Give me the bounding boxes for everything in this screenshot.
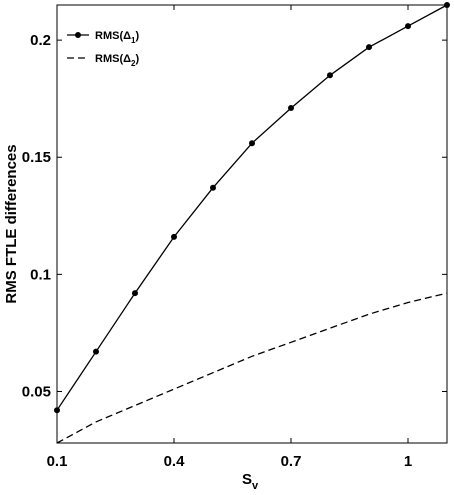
data-point (54, 407, 60, 414)
plot-frame (56, 4, 448, 444)
y-tick-label: 0.1 (30, 266, 51, 283)
series-line-2 (56, 292, 448, 444)
y-tick-label: 0.15 (22, 149, 51, 166)
x-tick-label: 0.1 (47, 453, 68, 470)
data-point (288, 105, 294, 112)
data-point (171, 233, 177, 240)
data-point (93, 348, 99, 355)
data-point (366, 44, 372, 51)
data-point (249, 140, 255, 147)
legend-marker-series-1 (75, 32, 81, 38)
data-point (210, 184, 216, 191)
x-tick-label: 0.7 (281, 453, 302, 470)
data-point (132, 290, 138, 297)
y-axis-label: RMS FTLE differences (3, 144, 20, 303)
y-tick-label: 0.2 (30, 32, 51, 49)
x-axis-label: Sv (242, 471, 259, 492)
data-point (327, 72, 333, 79)
legend-label-series-1: RMS(Δ1) (95, 30, 139, 45)
y-tick-label: 0.05 (22, 383, 51, 400)
x-tick-label: 1 (404, 453, 412, 470)
legend-label-series-2: RMS(Δ2) (95, 53, 139, 68)
data-point (405, 23, 411, 30)
data-point (444, 2, 450, 8)
x-tick-label: 0.4 (164, 453, 186, 470)
legend: RMS(Δ1) RMS(Δ2) (67, 30, 139, 68)
